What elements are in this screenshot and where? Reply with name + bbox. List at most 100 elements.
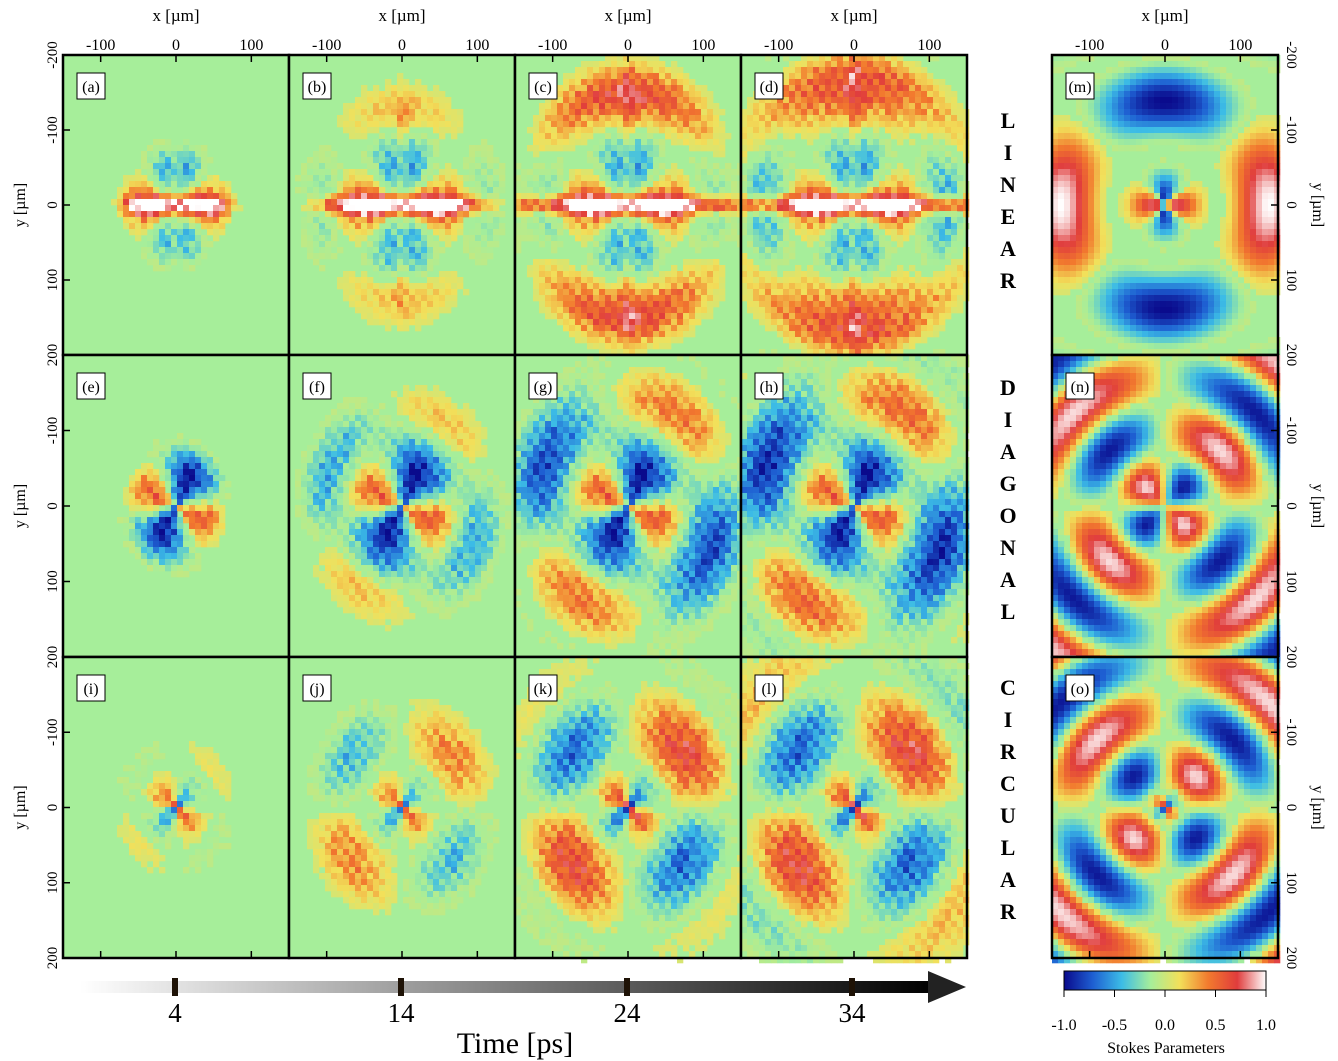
heatmap-cell [909, 139, 916, 146]
heatmap-cell [747, 139, 754, 146]
heatmap-cell [409, 313, 416, 320]
heatmap-cell [701, 145, 708, 152]
heatmap-cell [397, 469, 404, 476]
heatmap-cell [533, 187, 540, 194]
heatmap-cell [765, 271, 772, 278]
heatmap-cell [343, 127, 350, 134]
heatmap-cell [867, 217, 874, 224]
heatmap-cell [801, 313, 808, 320]
heatmap-cell [355, 511, 362, 518]
heatmap-cell [915, 331, 922, 338]
heatmap-cell [397, 319, 404, 326]
heatmap-cell [135, 499, 142, 506]
heatmap-cell [451, 199, 458, 206]
heatmap-cell [165, 499, 172, 506]
heatmap-cell [349, 175, 356, 182]
heatmap-cell [129, 229, 136, 236]
heatmap-cell [629, 145, 636, 152]
heatmap-cell [701, 109, 708, 116]
heatmap-cell [439, 505, 446, 512]
heatmap-cell [759, 205, 766, 212]
heatmap-cell [569, 139, 576, 146]
heatmap-cell [201, 253, 208, 260]
heatmap-cell [659, 343, 666, 350]
heatmap-cell [623, 277, 630, 284]
heatmap-cell [385, 229, 392, 236]
heatmap-cell [409, 241, 416, 248]
heatmap-cell [747, 271, 754, 278]
heatmap-cell [575, 271, 582, 278]
heatmap-cell [415, 403, 422, 410]
heatmap-cell [569, 115, 576, 122]
heatmap-cell [741, 289, 748, 296]
heatmap-cell [629, 151, 636, 158]
heatmap-cell [783, 313, 790, 320]
heatmap-cell [873, 337, 880, 344]
heatmap-cell [629, 67, 636, 74]
heatmap-cell [545, 283, 552, 290]
heatmap-cell [689, 157, 696, 164]
heatmap-cell [391, 463, 398, 470]
heatmap-cell [819, 157, 826, 164]
heatmap-cell [659, 289, 666, 296]
heatmap-cell [683, 271, 690, 278]
heatmap-cell [569, 229, 576, 236]
heatmap-cell [379, 241, 386, 248]
heatmap-cell [349, 121, 356, 128]
heatmap-cell [795, 331, 802, 338]
heatmap-cell [879, 217, 886, 224]
heatmap-cell [915, 127, 922, 134]
heatmap-cell [635, 337, 642, 344]
heatmap-cell [659, 331, 666, 338]
heatmap-cell [665, 193, 672, 200]
heatmap-cell [647, 205, 654, 212]
heatmap-cell [719, 277, 726, 284]
heatmap-cell [677, 331, 684, 338]
heatmap-cell [647, 79, 654, 86]
heatmap-cell [581, 133, 588, 140]
heatmap-cell [545, 181, 552, 188]
heatmap-cell [445, 493, 452, 500]
heatmap-cell [349, 235, 356, 242]
heatmap-cell [177, 451, 184, 458]
heatmap-cell [451, 235, 458, 242]
heatmap-cell [867, 211, 874, 218]
heatmap-cell [409, 199, 416, 206]
heatmap-cell [397, 163, 404, 170]
heatmap-cell [545, 235, 552, 242]
heatmap-cell [927, 235, 934, 242]
heatmap-cell [343, 493, 350, 500]
heatmap-cell [307, 175, 314, 182]
heatmap-cell [487, 487, 494, 494]
heatmap-cell [795, 127, 802, 134]
heatmap-cell [397, 85, 404, 92]
heatmap-cell [427, 451, 434, 458]
heatmap-cell [831, 253, 838, 260]
heatmap-cell [349, 529, 356, 536]
heatmap-cell [605, 103, 612, 110]
heatmap-cell [153, 193, 160, 200]
heatmap-cell [213, 229, 220, 236]
heatmap-cell [623, 211, 630, 218]
heatmap-cell [671, 73, 678, 80]
heatmap-cell [367, 433, 374, 440]
heatmap-cell [207, 217, 214, 224]
heatmap-cell [183, 199, 190, 206]
heatmap-cell [653, 295, 660, 302]
heatmap-cell [463, 157, 470, 164]
heatmap-cell [927, 181, 934, 188]
heatmap-cell [367, 97, 374, 104]
heatmap-cell [415, 307, 422, 314]
heatmap-cell [885, 241, 892, 248]
heatmap-cell [683, 97, 690, 104]
heatmap-cell [599, 97, 606, 104]
heatmap-cell [671, 163, 678, 170]
heatmap-cell [653, 319, 660, 326]
heatmap-cell [397, 127, 404, 134]
heatmap-cell [783, 199, 790, 206]
heatmap-cell [569, 331, 576, 338]
heatmap-cell [379, 475, 386, 482]
heatmap-cell [593, 205, 600, 212]
heatmap-cell [307, 199, 314, 206]
heatmap-cell [653, 97, 660, 104]
